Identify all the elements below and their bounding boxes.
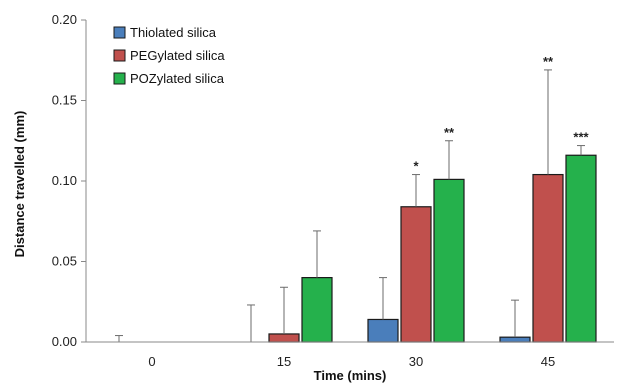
significance-label: ** [444, 125, 455, 140]
bar [268, 333, 300, 343]
bar [400, 206, 432, 343]
y-tick-label: 0.05 [52, 254, 77, 269]
legend-label: POZylated silica [130, 71, 225, 86]
y-axis-ticks: 0.00 0.05 0.10 0.15 0.20 [52, 12, 86, 349]
y-tick-label: 0.10 [52, 173, 77, 188]
y-tick-label: 0.15 [52, 93, 77, 108]
legend-swatch [113, 49, 126, 62]
y-axis-title: Distance travelled (mm) [12, 111, 27, 258]
significance-label: *** [573, 130, 589, 145]
y-tick-label: 0.20 [52, 12, 77, 27]
legend: Thiolated silica PEGylated silica POZylate… [113, 25, 225, 86]
bar [499, 336, 531, 343]
x-axis-title: Time (mins) [314, 368, 387, 383]
y-tick-label: 0.00 [52, 334, 77, 349]
legend-swatch [113, 26, 126, 39]
legend-swatch [113, 72, 126, 85]
x-tick-label: 30 [409, 354, 423, 369]
x-tick-label: 45 [541, 354, 555, 369]
bar [367, 318, 399, 343]
bar [565, 154, 597, 343]
plot-area: ******** [85, 20, 614, 343]
legend-label: PEGylated silica [130, 48, 225, 63]
bar [433, 178, 465, 343]
bar [301, 277, 333, 343]
significance-label: * [413, 159, 419, 174]
x-tick-label: 15 [277, 354, 291, 369]
bar [532, 173, 564, 343]
legend-label: Thiolated silica [130, 25, 217, 40]
x-axis-ticks: 0 15 30 45 [148, 354, 555, 369]
x-tick-label: 0 [148, 354, 155, 369]
significance-label: ** [543, 54, 554, 69]
